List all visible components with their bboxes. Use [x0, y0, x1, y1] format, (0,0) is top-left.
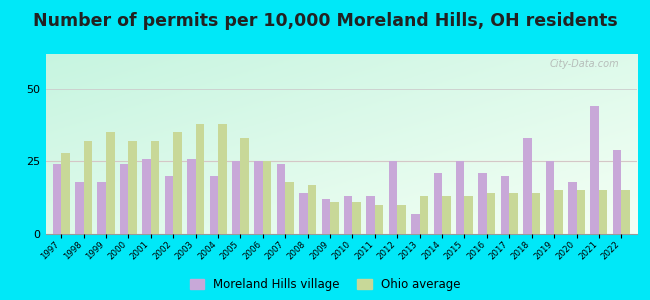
Bar: [545, 161, 554, 234]
Bar: [344, 196, 352, 234]
Bar: [84, 141, 92, 234]
Bar: [53, 164, 61, 234]
Bar: [307, 184, 316, 234]
Bar: [577, 190, 585, 234]
Bar: [554, 190, 563, 234]
Bar: [442, 196, 450, 234]
Bar: [120, 164, 129, 234]
Bar: [142, 158, 151, 234]
Bar: [75, 182, 84, 234]
Bar: [277, 164, 285, 234]
Bar: [478, 173, 487, 234]
Bar: [456, 161, 465, 234]
Bar: [330, 202, 339, 234]
Bar: [599, 190, 607, 234]
Bar: [196, 124, 204, 234]
Bar: [299, 194, 307, 234]
Bar: [322, 199, 330, 234]
Bar: [61, 153, 70, 234]
Bar: [532, 194, 540, 234]
Bar: [375, 205, 383, 234]
Bar: [209, 176, 218, 234]
Bar: [352, 202, 361, 234]
Text: City-Data.com: City-Data.com: [550, 59, 619, 69]
Bar: [568, 182, 577, 234]
Bar: [129, 141, 137, 234]
Bar: [218, 124, 227, 234]
Text: Number of permits per 10,000 Moreland Hills, OH residents: Number of permits per 10,000 Moreland Hi…: [32, 12, 617, 30]
Bar: [106, 132, 114, 234]
Bar: [240, 138, 249, 234]
Bar: [613, 150, 621, 234]
Bar: [500, 176, 510, 234]
Bar: [487, 194, 495, 234]
Bar: [510, 194, 518, 234]
Bar: [151, 141, 159, 234]
Bar: [187, 158, 196, 234]
Bar: [523, 138, 532, 234]
Bar: [98, 182, 106, 234]
Legend: Moreland Hills village, Ohio average: Moreland Hills village, Ohio average: [190, 278, 460, 291]
Bar: [254, 161, 263, 234]
Bar: [232, 161, 240, 234]
Bar: [285, 182, 294, 234]
Bar: [465, 196, 473, 234]
Bar: [621, 190, 630, 234]
Bar: [434, 173, 442, 234]
Bar: [263, 161, 271, 234]
Bar: [173, 132, 182, 234]
Bar: [164, 176, 173, 234]
Bar: [397, 205, 406, 234]
Bar: [389, 161, 397, 234]
Bar: [367, 196, 375, 234]
Bar: [420, 196, 428, 234]
Bar: [590, 106, 599, 234]
Bar: [411, 214, 420, 234]
